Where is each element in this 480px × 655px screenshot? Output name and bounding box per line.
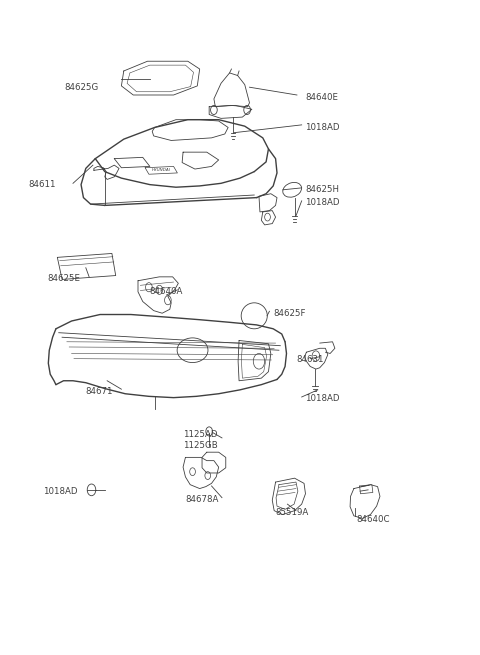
Text: 84611: 84611 — [29, 180, 56, 189]
Text: HYUNDAI: HYUNDAI — [152, 168, 171, 172]
Text: 84625E: 84625E — [48, 274, 81, 284]
Text: 1018AD: 1018AD — [305, 198, 340, 207]
Text: 85519A: 85519A — [276, 508, 309, 517]
Text: 1018AD: 1018AD — [305, 123, 340, 132]
Text: 84671: 84671 — [86, 386, 113, 396]
Text: 84640E: 84640E — [305, 93, 338, 102]
Text: 1018AD: 1018AD — [43, 487, 78, 496]
Text: 1125GB: 1125GB — [183, 441, 218, 450]
Text: 84625F: 84625F — [273, 309, 306, 318]
Text: 84631: 84631 — [296, 356, 324, 364]
Text: 84640A: 84640A — [150, 287, 183, 295]
Text: 84625H: 84625H — [305, 185, 339, 195]
Text: 84678A: 84678A — [185, 495, 219, 504]
Text: 84625G: 84625G — [64, 83, 99, 92]
Text: 1125AD: 1125AD — [183, 430, 217, 439]
Text: 84640C: 84640C — [356, 515, 390, 523]
Text: 1018AD: 1018AD — [305, 394, 340, 403]
